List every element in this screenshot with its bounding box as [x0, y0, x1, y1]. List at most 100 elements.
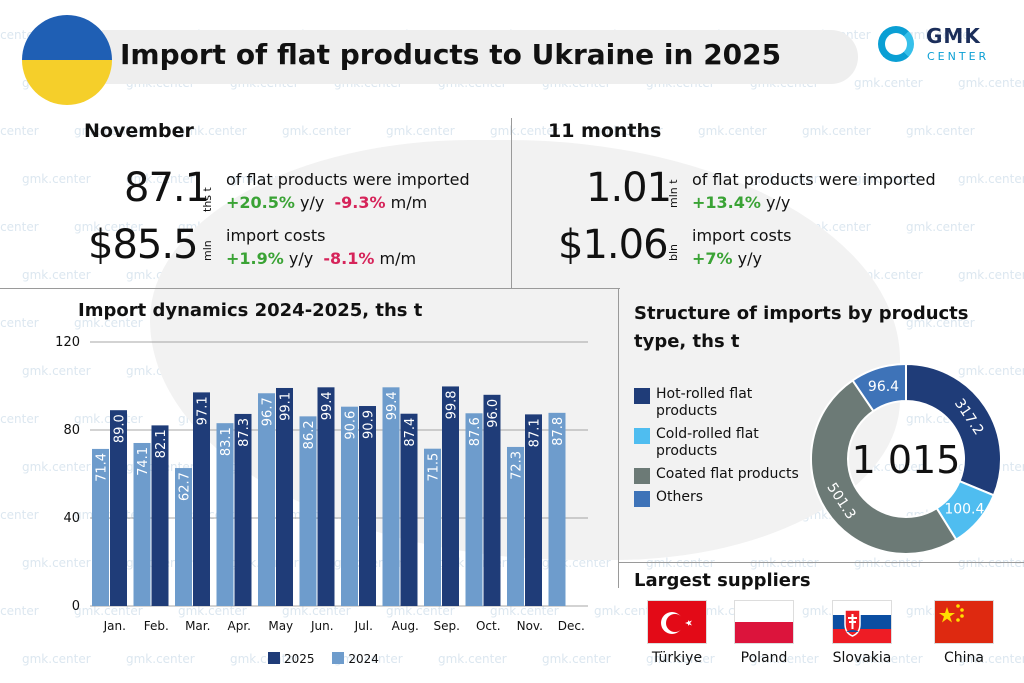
yy-suffix: y/y	[766, 193, 791, 212]
title-banner	[102, 30, 858, 84]
november-label: November	[84, 120, 194, 142]
watermark-text: gmk.center	[22, 172, 91, 186]
legend-swatch-2025	[268, 652, 280, 664]
november-volume-mm: -9.3%	[334, 193, 386, 212]
slovakia-flag-icon	[832, 600, 892, 644]
structure-legend: Hot-rolled flat products Cold-rolled fla…	[634, 386, 804, 512]
november-cost-desc: import costs	[226, 226, 326, 245]
y-tick-label: 80	[63, 423, 80, 438]
bar-value-label: 99.1	[279, 392, 294, 421]
divider-vertical-lower	[618, 288, 619, 588]
bar-2024	[341, 406, 358, 606]
bar-2024	[216, 423, 234, 606]
turkiye-flag-icon	[647, 600, 707, 644]
watermark-text: gmk.center	[958, 76, 1024, 90]
bar-value-label: 87.4	[403, 418, 418, 447]
november-cost: $85.5	[88, 222, 199, 268]
logo-sub: CENTER	[927, 50, 990, 63]
bar-value-label: 96.7	[261, 397, 276, 426]
legend-swatch-2024	[332, 652, 345, 664]
bar-value-label: 87.6	[468, 417, 483, 446]
bar-2025	[525, 414, 542, 606]
watermark-text: gmk.center	[282, 124, 351, 138]
donut-value-label: 100.4	[944, 501, 984, 517]
legend-swatch	[634, 388, 650, 404]
bar-value-label: 83.1	[219, 427, 234, 456]
y-tick-label: 40	[63, 511, 80, 526]
bar-value-label: 71.4	[95, 453, 110, 482]
suppliers-title: Largest suppliers	[634, 570, 811, 591]
watermark-text: gmk.center	[0, 220, 39, 234]
november-cost-yy: +1.9%	[226, 249, 284, 268]
bar-2025	[359, 406, 376, 606]
watermark-text: gmk.center	[906, 220, 975, 234]
bar-2025	[110, 410, 127, 606]
november-cost-mm: -8.1%	[323, 249, 375, 268]
x-tick-label: Jul.	[354, 619, 373, 633]
watermark-text: gmk.center	[22, 652, 91, 666]
eleven-months-volume-desc: of flat products were imported	[692, 170, 936, 189]
supplier-name: Türkiye	[651, 650, 703, 666]
legend-swatch	[634, 468, 650, 484]
bar-value-label: 87.1	[528, 418, 543, 447]
eleven-months-cost-desc: import costs	[692, 226, 792, 245]
dynamics-legend: 2025 2024	[268, 652, 393, 666]
mm-suffix: m/m	[379, 249, 417, 268]
page-title: Import of flat products to Ukraine in 20…	[120, 38, 782, 71]
november-volume-yy: +20.5%	[226, 193, 295, 212]
x-tick-label: May	[268, 619, 293, 633]
watermark-text: gmk.center	[958, 268, 1024, 282]
november-volume-unit: ths t	[201, 187, 214, 212]
eleven-months-cost: $1.06	[558, 222, 669, 268]
bar-2024	[258, 393, 275, 606]
divider-vertical	[511, 118, 512, 288]
structure-title-line2: type, ths t	[634, 331, 740, 352]
eleven-months-volume-change: +13.4% y/y	[692, 193, 790, 212]
bar-2025	[483, 394, 501, 606]
structure-title-line1: Structure of imports by products	[634, 303, 969, 324]
eleven-months-volume-unit: mln t	[667, 179, 680, 208]
gmk-logo[interactable]: GMK CENTER	[878, 24, 998, 68]
poland-flag-icon	[734, 600, 794, 644]
bar-value-label: 71.5	[427, 453, 442, 482]
bar-value-label: 86.2	[302, 420, 317, 449]
legend-item-2024: 2024	[332, 652, 379, 666]
bar-2025	[317, 387, 335, 606]
x-tick-label: Jun.	[310, 619, 334, 633]
slovakia-coat-of-arms-icon	[844, 609, 861, 637]
bar-2024	[548, 412, 566, 606]
legend-label: Hot-rolled flat products	[656, 386, 753, 419]
x-tick-label: Dec.	[558, 619, 585, 633]
divider-horizontal-right	[618, 562, 1024, 563]
eleven-months-cost-change: +7% y/y	[692, 249, 762, 268]
bar-value-label: 89.0	[113, 414, 128, 443]
donut-slice	[905, 362, 1002, 497]
yy-suffix: y/y	[300, 193, 325, 212]
watermark-text: gmk.center	[0, 124, 39, 138]
yy-suffix: y/y	[737, 249, 762, 268]
watermark-text: gmk.center	[698, 124, 767, 138]
bar-value-label: 90.6	[344, 411, 359, 440]
watermark-text: gmk.center	[0, 508, 39, 522]
bar-2025	[151, 425, 169, 606]
legend-label-2025: 2025	[284, 652, 315, 666]
supplier-name: Poland	[740, 650, 788, 666]
watermark-text: gmk.center	[958, 172, 1024, 186]
bar-2025	[234, 413, 252, 606]
eleven-months-volume-yy: +13.4%	[692, 193, 761, 212]
november-volume-desc: of flat products were imported	[226, 170, 470, 189]
bar-2024	[507, 446, 524, 606]
bar-2024	[92, 448, 109, 606]
watermark-text: gmk.center	[22, 268, 91, 282]
bar-value-label: 87.3	[237, 418, 252, 447]
november-cost-change: +1.9% y/y -8.1% m/m	[226, 249, 416, 268]
bar-value-label: 97.1	[196, 396, 211, 425]
bar-value-label: 87.8	[551, 417, 566, 446]
x-tick-label: Nov.	[517, 619, 543, 633]
divider-horizontal	[0, 288, 620, 289]
legend-item-coated: Coated flat products	[634, 466, 804, 484]
donut-center-total: 1 015	[852, 438, 961, 482]
watermark-text: gmk.center	[854, 76, 923, 90]
watermark-text: gmk.center	[906, 124, 975, 138]
